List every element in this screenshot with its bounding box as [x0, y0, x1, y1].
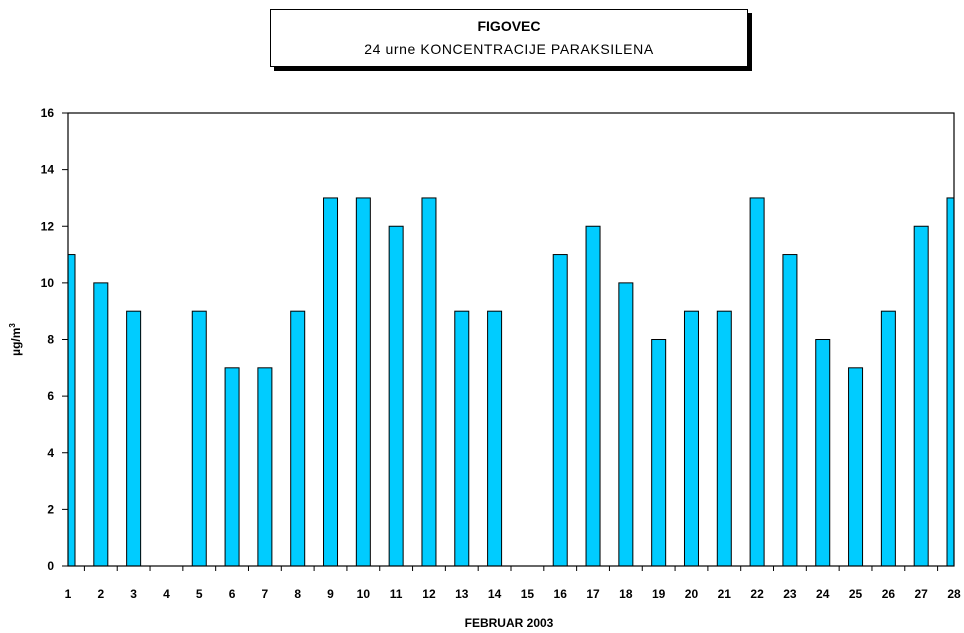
bar [224, 367, 240, 567]
chart-subtitle: 24 urne KONCENTRACIJE PARAKSILENA [364, 41, 654, 57]
x-tick-label: 7 [262, 587, 269, 601]
x-tick-label: 26 [882, 587, 896, 601]
x-tick-label: 13 [455, 587, 469, 601]
title-box: FIGOVEC 24 urne KONCENTRACIJE PARAKSILEN… [270, 9, 748, 67]
y-axis-label-text: µg/m [9, 328, 23, 356]
bar [782, 254, 798, 567]
y-tick-label: 2 [47, 502, 54, 516]
y-tick-label: 0 [47, 559, 54, 573]
x-tick-label: 8 [294, 587, 301, 601]
bar [913, 225, 929, 567]
bar [290, 310, 306, 567]
x-tick-label: 11 [390, 587, 403, 601]
y-tick-label: 4 [47, 446, 54, 460]
x-tick-label: 18 [619, 587, 633, 601]
bar [421, 197, 437, 567]
bar [683, 310, 699, 567]
x-tick-label: 25 [849, 587, 863, 601]
bar [257, 367, 273, 567]
x-tick-label: 24 [816, 587, 830, 601]
y-tick-label: 12 [41, 219, 55, 233]
x-tick-label: 19 [652, 587, 666, 601]
bar [126, 310, 142, 567]
x-tick-label: 14 [488, 587, 502, 601]
x-tick-label: 3 [130, 587, 137, 601]
y-axis-label-superscript: 3 [8, 323, 17, 328]
bar [454, 310, 470, 567]
x-tick-label: 15 [521, 587, 535, 601]
bar [815, 339, 831, 567]
x-axis-label: FEBRUAR 2003 [465, 616, 554, 630]
x-tick-label: 22 [750, 587, 764, 601]
bar [585, 225, 601, 567]
bar [848, 367, 864, 567]
bar [651, 339, 667, 567]
x-tick-label: 10 [357, 587, 371, 601]
x-tick-label: 27 [915, 587, 929, 601]
x-tick-label: 9 [327, 587, 334, 601]
bar [323, 197, 339, 567]
x-tick-label: 1 [65, 587, 72, 601]
x-tick-label: 23 [783, 587, 797, 601]
bar [552, 254, 568, 567]
bar [946, 197, 955, 567]
bar [487, 310, 503, 567]
x-tick-label: 16 [554, 587, 568, 601]
x-tick-label: 4 [163, 587, 170, 601]
bar [388, 225, 404, 567]
x-tick-label: 2 [97, 587, 104, 601]
bar [355, 197, 371, 567]
x-tick-label: 21 [718, 587, 732, 601]
x-tick-label: 5 [196, 587, 203, 601]
bar [618, 282, 634, 567]
bar [93, 282, 109, 567]
chart-title: FIGOVEC [477, 18, 541, 34]
y-tick-label: 8 [47, 333, 54, 347]
bar [67, 254, 76, 567]
y-tick-label: 10 [41, 276, 55, 290]
y-tick-label: 14 [41, 163, 55, 177]
y-tick-label: 6 [47, 389, 54, 403]
x-tick-label: 28 [947, 587, 961, 601]
x-tick-label: 12 [422, 587, 436, 601]
bar [749, 197, 765, 567]
bar [716, 310, 732, 567]
x-tick-label: 6 [229, 587, 236, 601]
bar [191, 310, 207, 567]
y-tick-label: 16 [41, 106, 55, 120]
bar [880, 310, 896, 567]
x-tick-label: 20 [685, 587, 699, 601]
y-axis-label: µg/m3 [8, 323, 23, 356]
x-tick-label: 17 [586, 587, 600, 601]
